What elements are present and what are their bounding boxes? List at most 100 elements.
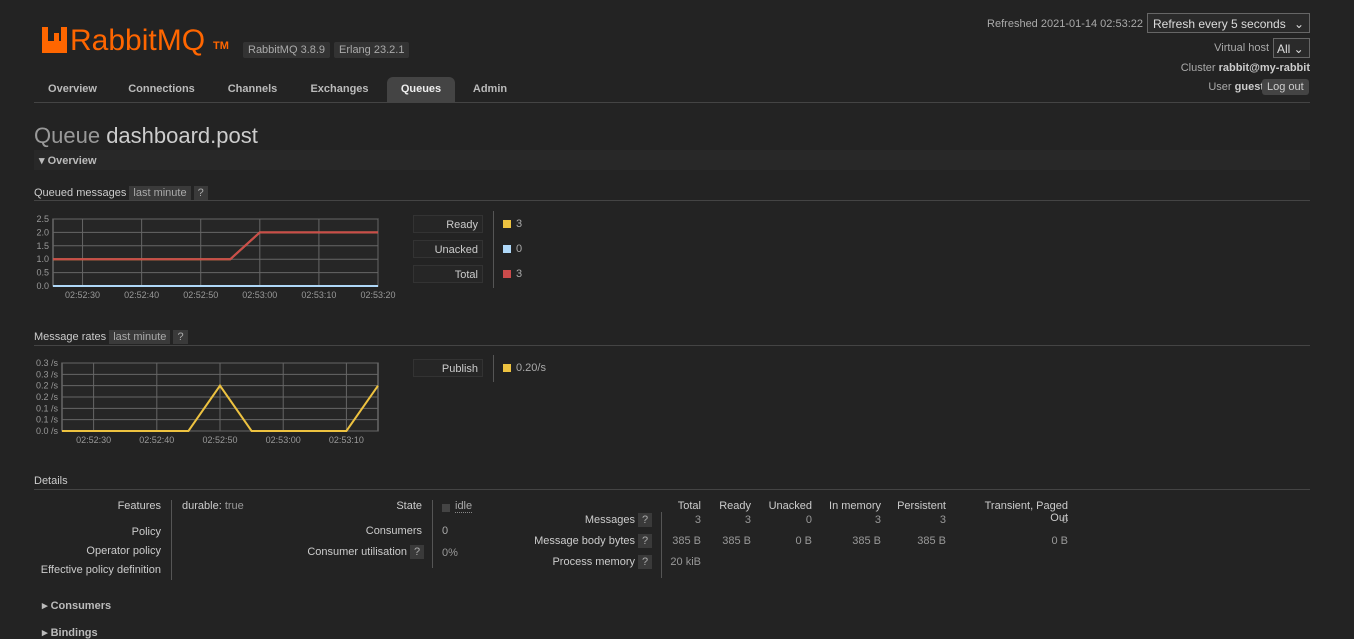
cell: 20 kiB [670,556,701,568]
nav-tab[interactable]: Connections [128,83,195,95]
y-tick-label: 1.0 [36,254,49,264]
features-label: Features [117,500,161,512]
legend-label: Total [413,265,483,283]
chart-title-row: Queued messages last minute ? [34,186,208,200]
section-toggle[interactable]: ▾ Overview [39,155,97,167]
range[interactable]: last minute [129,186,191,200]
user-line: User guest [1208,81,1264,93]
series-line [53,231,378,261]
policy-label: Operator policy [86,545,161,557]
features-key: durable: [182,500,222,512]
section-title: Overview [47,155,97,167]
divider [34,200,1310,201]
cell: 385 B [672,535,701,547]
legend-swatch [503,245,511,253]
details-title: Details [34,475,68,487]
help[interactable]: ? [638,534,653,548]
divider [34,489,1310,490]
plot-area [52,218,379,287]
chart-title: Queued messages [34,187,127,199]
utilisation: 0% [442,547,458,559]
cell: 3 [744,514,751,526]
x-tick-label: 02:53:10 [329,435,364,445]
series-line [62,383,379,432]
state-label: State [396,500,422,512]
cell: 0 [1061,514,1068,526]
y-tick-label: 0.3 /s [36,358,59,368]
row-label: Message body bytes [534,535,635,547]
section-bar[interactable] [34,150,1310,170]
trademark: TM [213,40,229,52]
x-tick-label: 02:52:30 [65,290,100,300]
row-label: Messages [584,514,635,526]
cluster-line: Cluster rabbit@my-rabbit [1181,62,1310,74]
column-header: In memory [829,500,881,512]
user-label: User [1208,81,1232,93]
user: guest [1234,81,1264,93]
refresh-select[interactable]: Refresh every 5 seconds ⌄ [1147,13,1310,33]
section-toggle[interactable]: ▸ Consumers [42,600,112,612]
refresh-option: Refresh every 5 seconds [1153,17,1286,31]
x-tick-label: 02:52:50 [202,435,237,445]
x-tick-label: 02:53:00 [266,435,301,445]
legend-value: 0.20/s [516,362,546,374]
nav-border [34,102,1310,103]
features: durable: true [182,500,244,512]
section-title: Bindings [50,627,98,639]
state: idle [455,500,473,513]
queued-chart: 0.0 0.5 1.0 1.5 2.0 2.5 02:52:30 02:52:40 02:52:… [36,214,395,300]
erlang-version: Erlang 23.2.1 [334,42,410,58]
y-tick-label: 0.5 [36,268,49,278]
column-header: Total [677,500,701,512]
nav-tab[interactable]: Admin [472,83,508,95]
page-title: Queue dashboard.post [34,123,258,149]
nav-tab[interactable]: Overview [48,83,97,95]
cell: 0 [805,514,812,526]
logo-icon [42,27,67,53]
legend-value: 3 [516,268,523,280]
vhost-select[interactable]: All ⌄ [1273,38,1310,58]
help[interactable]: ? [410,545,425,559]
x-tick-label: 02:52:40 [124,290,159,300]
help[interactable]: ? [193,186,208,200]
legend-separator [493,211,494,288]
y-tick-label: 0.2 /s [36,381,59,391]
logout-button[interactable]: Log out [1262,79,1309,95]
help[interactable]: ? [638,513,653,527]
column-header: Transient, Paged Out [984,500,1068,524]
title-prefix: Queue [34,123,101,148]
help[interactable]: ? [173,330,188,344]
section-toggle[interactable]: ▸ Bindings [42,627,98,639]
legend-value: 3 [516,218,523,230]
y-tick-label: 0.2 /s [36,392,59,402]
utilisation-label: Consumer utilisation [307,546,407,558]
cell: 0 B [1051,535,1068,547]
legend-swatch [503,220,511,228]
policy-label: Effective policy definition [40,564,161,576]
x-tick-label: 02:52:30 [76,435,111,445]
y-tick-label: 2.5 [36,214,49,224]
logo-text: RabbitMQ [70,24,206,57]
nav-tab[interactable]: Channels [227,83,278,95]
chart-title: Message rates [34,331,107,343]
vhost-label: Virtual host [1214,42,1269,54]
range[interactable]: last minute [109,330,171,344]
features-value: true [224,500,244,512]
refreshed: Refreshed 2021-01-14 02:53:22 [987,18,1143,30]
separator [432,500,433,568]
y-tick-label: 0.0 [36,281,49,291]
y-tick-label: 1.5 [36,241,49,251]
help[interactable]: ? [638,555,653,569]
nav-tab[interactable]: Exchanges [310,83,369,95]
legend-swatch [503,270,511,278]
cell: 0 B [795,535,812,547]
cell: 385 B [852,535,881,547]
section-title: Consumers [50,600,112,612]
consumers: 0 [442,525,449,537]
vhost: All [1277,42,1291,56]
y-tick-label: 0.0 /s [36,426,59,436]
separator [661,512,662,578]
nav-tab[interactable]: Queues [387,77,455,102]
cell: 3 [694,514,701,526]
x-tick-label: 02:53:10 [301,290,336,300]
